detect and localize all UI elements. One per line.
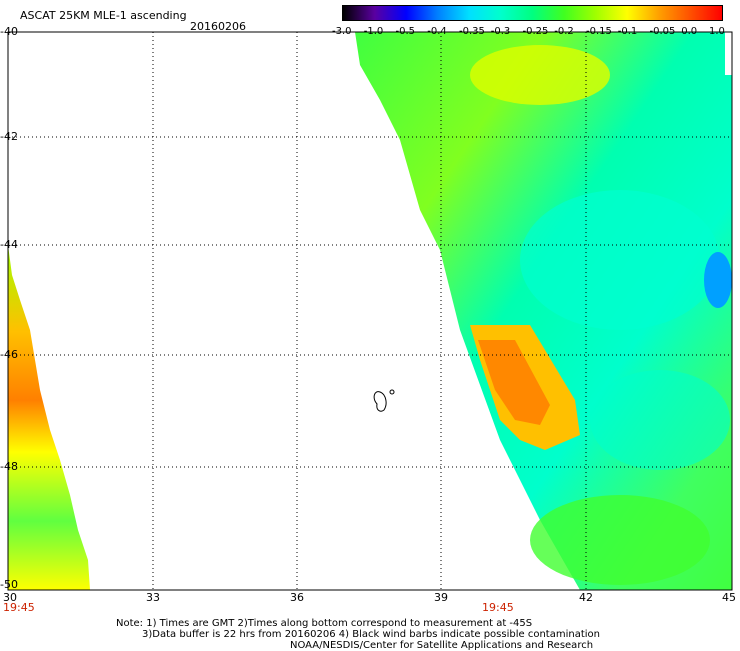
lon-label: 39 <box>434 591 448 604</box>
lat-label: -46 <box>0 348 18 361</box>
lon-label: 30 <box>3 591 17 604</box>
swath-cyan-patch-2 <box>590 370 730 470</box>
swath-yellow-patch <box>470 45 610 105</box>
lon-label: 33 <box>146 591 160 604</box>
note-line-1: Note: 1) Times are GMT 2)Times along bot… <box>116 618 533 629</box>
colorbar-tick-label: -3.0 <box>332 26 352 37</box>
colorbar-tick-label: -0.2 <box>554 26 574 37</box>
colorbar-tick-label: -0.5 <box>395 26 416 37</box>
colorbar-tick-label: 1.0 <box>709 26 725 37</box>
island-small <box>389 389 395 395</box>
colorbar-tick-label: 0.0 <box>681 26 698 37</box>
lon-label: 45 <box>722 591 736 604</box>
lon-label: 36 <box>290 591 304 604</box>
colorbar-tick-label: -0.35 <box>459 26 485 37</box>
colorbar-tick-label: -0.15 <box>586 26 612 37</box>
note-line-3: NOAA/NESDIS/Center for Satellite Applica… <box>290 640 594 651</box>
colorbar-tick-label: -0.4 <box>427 26 447 37</box>
colorbar <box>342 5 723 21</box>
grid <box>8 32 732 590</box>
lat-label: -50 <box>0 578 18 591</box>
lon-label: 42 <box>579 591 593 604</box>
colorbar-tick-label: -0.25 <box>522 26 549 37</box>
swath-blue-patch <box>704 252 732 308</box>
lat-label: -48 <box>0 460 18 473</box>
swath-orange-core <box>478 340 550 425</box>
swath-cyan-patch <box>520 190 720 330</box>
map-title: ASCAT 25KM MLE-1 ascending <box>20 9 187 22</box>
lat-label: -40 <box>0 25 18 38</box>
lat-label: -44 <box>0 238 18 251</box>
map-date: 20160206 <box>190 20 246 33</box>
colorbar-tick-label: -0.05 <box>649 26 676 37</box>
island-outline <box>373 391 387 412</box>
time-label: 19:45 <box>3 601 35 614</box>
note-line-2: 3)Data buffer is 22 hrs from 20160206 4)… <box>142 629 600 640</box>
swath-west <box>8 245 90 590</box>
swath-green-bottom <box>530 495 710 585</box>
lat-label: -42 <box>0 130 18 143</box>
colorbar-tick-label: -0.3 <box>490 26 511 37</box>
colorbar-tick-label: -0.1 <box>617 26 638 37</box>
colorbar-tick-label: -1.0 <box>363 26 384 37</box>
time-label: 19:45 <box>482 601 514 614</box>
plot-frame <box>7 31 733 591</box>
